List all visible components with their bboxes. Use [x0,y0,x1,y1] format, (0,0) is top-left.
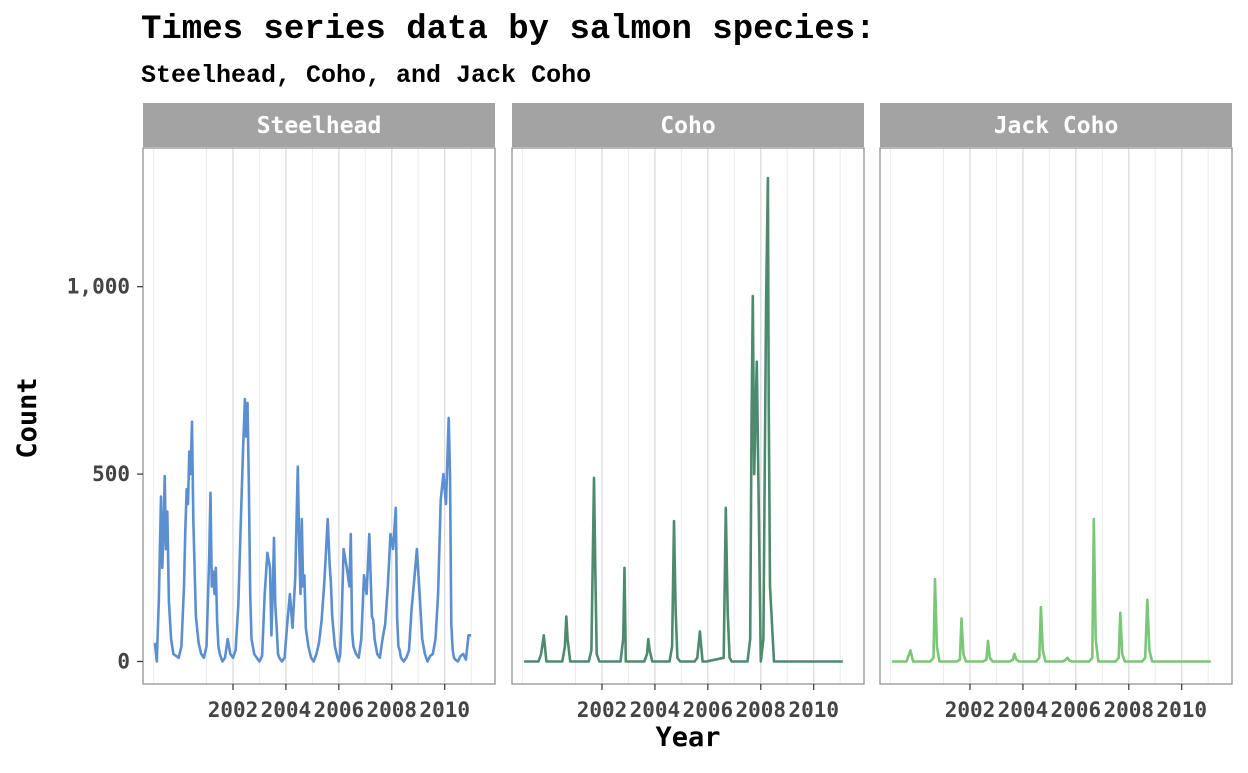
facet-strip-label: Jack Coho [994,113,1119,139]
y-tick-label: 0 [117,650,130,674]
y-tick-label: 500 [92,462,130,486]
x-tick-label: 2002 [945,698,996,722]
y-tick-label: 1,000 [67,275,130,299]
facet-steelhead: Steelhead 2002 2004 2006 2008 2010 [142,103,496,722]
chart-subtitle: Steelhead, Coho, and Jack Coho [141,61,591,90]
x-tick-label: 2002 [577,698,628,722]
facet-coho: Coho 2002 2004 2006 2008 2010 [511,103,865,722]
facet-strip-label: Steelhead [257,113,382,139]
chart-title: Times series data by salmon species: [141,11,876,49]
x-axis-label: Year [655,722,720,753]
series-line [523,176,843,663]
x-tick-label: 2006 [683,698,734,722]
facet-strip [512,103,864,147]
facet-jack-coho: Jack Coho 2002 2004 2006 2008 2010 [879,103,1233,722]
series-line [153,397,472,663]
facet-strip [880,103,1232,147]
panel-border [142,147,496,685]
panel-border [879,147,1233,685]
series-line [891,517,1211,663]
panel-border [511,147,865,685]
x-tick-label: 2004 [261,698,312,722]
y-axis-label: Count [12,377,43,458]
x-tick-label: 2010 [419,698,470,722]
x-tick-label: 2004 [998,698,1049,722]
x-tick-label: 2004 [630,698,681,722]
x-tick-label: 2008 [735,698,786,722]
x-tick-label: 2010 [788,698,839,722]
x-tick-label: 2008 [1103,698,1154,722]
x-tick-label: 2006 [1051,698,1102,722]
x-tick-label: 2006 [314,698,365,722]
y-axis: 0 500 1,000 [67,275,143,674]
facet-strip-label: Coho [660,113,715,139]
facet-strip [143,103,495,147]
x-tick-label: 2008 [366,698,417,722]
x-tick-label: 2002 [208,698,259,722]
x-tick-label: 2010 [1156,698,1207,722]
